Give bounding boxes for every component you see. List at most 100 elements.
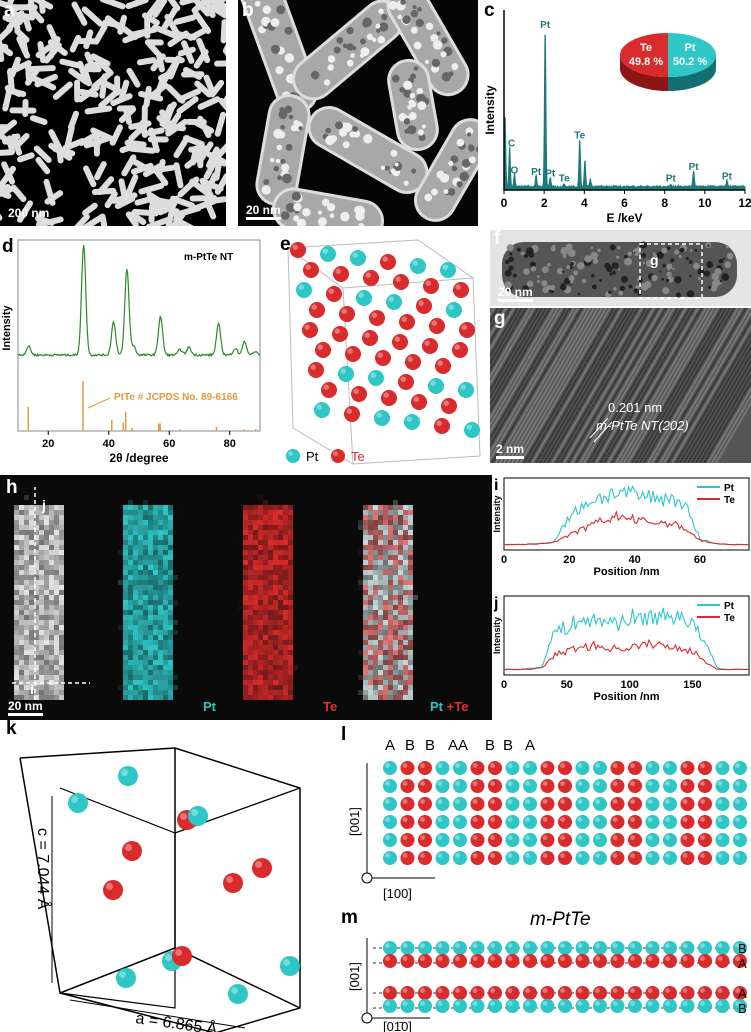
lattice-fringe xyxy=(691,359,751,464)
map-pixel xyxy=(148,625,153,630)
sphere-highlight xyxy=(717,835,723,840)
atom xyxy=(558,779,572,793)
map-pixel xyxy=(59,515,64,520)
map-pixel xyxy=(128,610,133,615)
map-pixel xyxy=(398,530,403,535)
map-pixel xyxy=(128,540,133,545)
map-pixel xyxy=(248,510,253,515)
map-pixel xyxy=(168,630,173,635)
map-pixel xyxy=(288,600,293,605)
sphere-highlight xyxy=(455,943,460,948)
map-pixel xyxy=(278,550,283,555)
map-pixel xyxy=(39,560,44,565)
map-pixel xyxy=(123,505,128,510)
atom xyxy=(680,999,695,1013)
sphere-highlight xyxy=(385,817,390,822)
atom xyxy=(733,797,747,811)
pore xyxy=(417,7,422,12)
map-pixel xyxy=(39,645,44,650)
map-pixel xyxy=(403,610,408,615)
map-pixel xyxy=(39,600,44,605)
map-pixel xyxy=(253,590,258,595)
map-pixel xyxy=(283,600,288,605)
atom xyxy=(540,833,555,847)
map-pixel xyxy=(133,645,138,650)
map-pixel xyxy=(288,685,293,690)
map-pixel xyxy=(408,545,413,550)
map-pixel xyxy=(163,560,168,565)
tem-image-f: f 20 nm g xyxy=(490,228,751,306)
sphere-body xyxy=(505,851,520,865)
sphere-highlight xyxy=(292,244,298,250)
atom xyxy=(122,841,142,861)
map-pixel xyxy=(278,560,283,565)
texture xyxy=(566,265,571,270)
map-pixel xyxy=(59,590,64,595)
texture xyxy=(508,265,514,271)
sem-image-b: b 20 nm xyxy=(237,0,492,243)
map-pixel xyxy=(163,660,168,665)
map-pixel xyxy=(368,525,373,530)
map-pixel xyxy=(148,515,153,520)
map-pixel xyxy=(278,555,283,560)
map-pixel xyxy=(163,550,168,555)
map-pixel xyxy=(168,600,173,605)
texture xyxy=(670,258,675,263)
sphere-highlight xyxy=(455,853,460,858)
map-pixel xyxy=(288,675,293,680)
map-pixel xyxy=(388,625,393,630)
map-pixel xyxy=(59,535,64,540)
map-pixel xyxy=(373,575,378,580)
texture xyxy=(556,267,564,275)
sphere-highlight xyxy=(542,835,548,840)
map-pixel xyxy=(133,555,138,560)
map-pixel xyxy=(163,640,168,645)
map-pixel xyxy=(54,695,59,700)
map-pixel xyxy=(138,590,143,595)
sphere-highlight xyxy=(700,1001,705,1006)
map-pixel xyxy=(393,515,398,520)
sphere-highlight xyxy=(402,853,408,858)
map-pixel xyxy=(278,540,283,545)
map-pixel xyxy=(383,665,388,670)
sphere-highlight xyxy=(577,956,583,961)
atom xyxy=(423,278,439,294)
sphere-highlight xyxy=(442,264,448,270)
map-pixel xyxy=(14,565,19,570)
nanotube xyxy=(125,211,139,228)
sphere-highlight xyxy=(542,799,548,804)
map-pixel xyxy=(168,695,173,700)
map-pixel xyxy=(363,615,368,620)
map-pixel xyxy=(383,590,388,595)
map-pixel xyxy=(253,510,258,515)
texture xyxy=(641,252,646,258)
lattice-fringe xyxy=(587,307,679,464)
map-pixel xyxy=(153,680,158,685)
map-pixel xyxy=(258,640,263,645)
map-pixel xyxy=(138,660,143,665)
map-pixel xyxy=(163,695,168,700)
atom xyxy=(680,851,695,865)
map-pixel xyxy=(158,610,163,615)
map-pixel xyxy=(143,615,148,620)
map-pixel xyxy=(24,545,29,550)
sphere-body xyxy=(383,999,397,1013)
map-pixel xyxy=(153,605,158,610)
map-pixel xyxy=(39,625,44,630)
map-pixel xyxy=(168,675,173,680)
crystal-structure-e: Pt Te e xyxy=(268,228,490,468)
map-pixel xyxy=(358,525,363,530)
map-pixel xyxy=(44,640,49,645)
atom xyxy=(435,779,450,793)
map-pixel xyxy=(253,520,258,525)
map-pixel xyxy=(258,670,263,675)
sphere-highlight xyxy=(735,763,740,768)
pore xyxy=(261,185,271,195)
scale-bar-g: 2 nm xyxy=(496,442,525,459)
map-pixel xyxy=(153,620,158,625)
map-pixel xyxy=(268,565,273,570)
nanotube xyxy=(143,85,152,108)
sphere-body xyxy=(733,941,747,955)
nanotube xyxy=(177,46,196,57)
map-pixel xyxy=(143,515,148,520)
